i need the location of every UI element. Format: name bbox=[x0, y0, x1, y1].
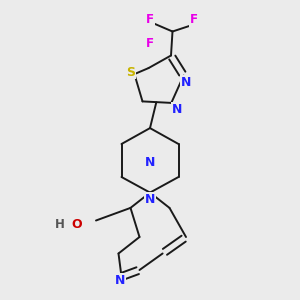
Text: F: F bbox=[146, 37, 154, 50]
Text: H: H bbox=[55, 218, 64, 232]
Text: N: N bbox=[145, 193, 155, 206]
Text: O: O bbox=[71, 218, 82, 232]
Text: N: N bbox=[172, 103, 182, 116]
Text: F: F bbox=[146, 13, 154, 26]
Text: F: F bbox=[190, 13, 197, 26]
Text: N: N bbox=[145, 155, 155, 169]
Text: N: N bbox=[115, 274, 125, 287]
Text: N: N bbox=[181, 76, 191, 89]
Text: S: S bbox=[126, 65, 135, 79]
